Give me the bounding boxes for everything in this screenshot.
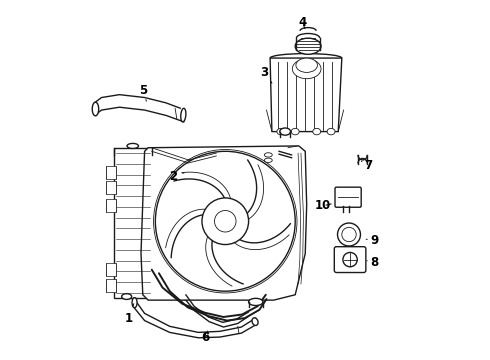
Text: 5: 5 <box>139 84 147 101</box>
Text: 6: 6 <box>201 331 210 344</box>
Polygon shape <box>141 146 307 300</box>
Ellipse shape <box>296 58 318 72</box>
Ellipse shape <box>265 153 272 157</box>
Text: 1: 1 <box>124 304 134 325</box>
Ellipse shape <box>122 294 132 300</box>
Ellipse shape <box>313 129 320 135</box>
FancyBboxPatch shape <box>335 187 361 207</box>
Ellipse shape <box>92 102 98 116</box>
Ellipse shape <box>181 108 186 122</box>
Circle shape <box>215 211 236 232</box>
FancyBboxPatch shape <box>106 181 116 194</box>
Circle shape <box>342 227 356 242</box>
FancyBboxPatch shape <box>334 247 366 273</box>
Text: 10: 10 <box>315 199 331 212</box>
Ellipse shape <box>252 318 258 325</box>
FancyBboxPatch shape <box>106 166 116 179</box>
Ellipse shape <box>127 143 139 148</box>
Ellipse shape <box>265 158 272 162</box>
Text: 8: 8 <box>367 256 378 269</box>
Circle shape <box>338 223 361 246</box>
Text: 3: 3 <box>261 66 272 83</box>
Ellipse shape <box>295 38 321 54</box>
Ellipse shape <box>293 59 321 79</box>
Polygon shape <box>179 167 200 178</box>
Circle shape <box>343 252 357 267</box>
Ellipse shape <box>291 129 299 135</box>
Text: 9: 9 <box>366 234 378 247</box>
Circle shape <box>202 198 248 244</box>
Text: 7: 7 <box>362 159 373 172</box>
Polygon shape <box>270 58 342 132</box>
FancyBboxPatch shape <box>114 148 152 298</box>
Ellipse shape <box>248 298 263 306</box>
Ellipse shape <box>327 129 335 135</box>
Circle shape <box>155 151 295 291</box>
Text: 4: 4 <box>298 16 307 29</box>
Text: 2: 2 <box>169 170 184 183</box>
Ellipse shape <box>132 298 137 308</box>
FancyBboxPatch shape <box>106 263 116 276</box>
Ellipse shape <box>277 129 285 135</box>
FancyBboxPatch shape <box>106 279 116 292</box>
Ellipse shape <box>280 128 291 135</box>
FancyBboxPatch shape <box>106 199 116 212</box>
